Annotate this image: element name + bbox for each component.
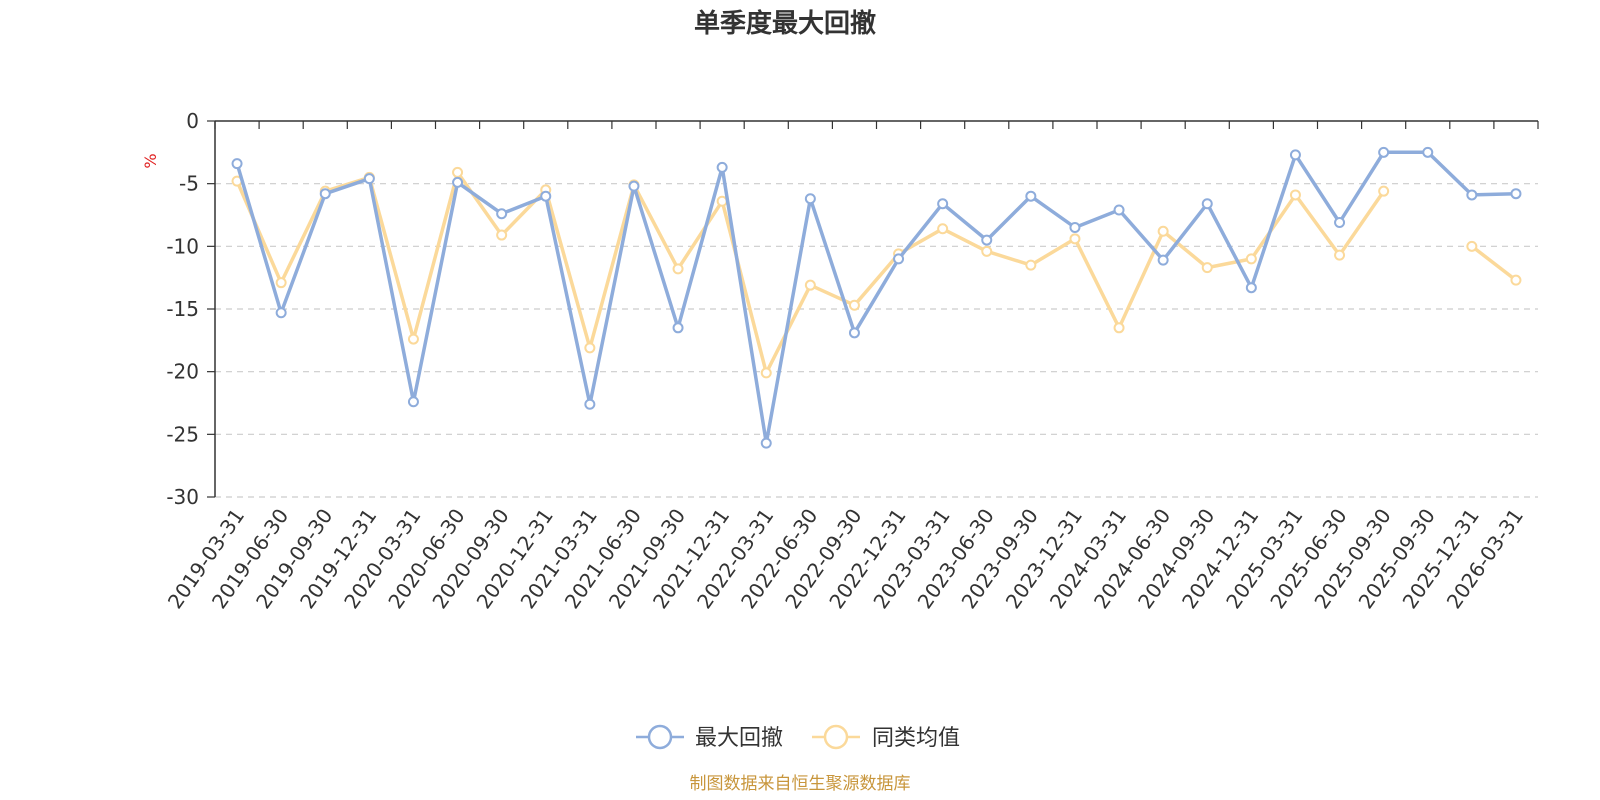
data-point [1334,249,1346,261]
data-point [452,176,464,188]
data-point [760,437,772,449]
data-point [275,307,287,319]
legend-label-peer-average: 同类均值 [872,726,960,751]
y-tick-label: -15 [166,297,199,321]
data-point [319,188,331,200]
data-point [1466,240,1478,252]
series-layer [231,146,1522,449]
data-point [937,198,949,210]
data-point [981,245,993,257]
y-tick-label: -30 [166,485,199,509]
data-point [1113,204,1125,216]
data-point [1289,149,1301,161]
data-point [1157,225,1169,237]
legend-item-peer-average[interactable]: 同类均值 [812,724,960,751]
data-point [848,299,860,311]
data-point [363,173,375,185]
data-point [937,223,949,235]
y-axis-unit: % [141,153,160,168]
data-point [893,253,905,265]
legend-marker-peer-average [823,724,849,750]
data-point [804,279,816,291]
data-point [1422,146,1434,158]
series-line [1470,244,1518,282]
data-point [848,327,860,339]
legend-item-max-drawdown[interactable]: 最大回撤 [636,724,783,751]
data-point [1201,262,1213,274]
data-point [452,166,464,178]
data-point [1510,274,1522,286]
data-source-note: 制图数据来自恒生聚源数据库 [690,774,911,794]
data-point [1245,253,1257,265]
data-point [804,193,816,205]
data-point [1334,217,1346,229]
data-point [672,263,684,275]
series-max-drawdown [231,146,1522,449]
y-tick-label: 0 [186,109,199,133]
legend[interactable]: 最大回撤 同类均值 [636,724,960,751]
series-line [235,150,1517,445]
data-point [407,396,419,408]
data-point [407,333,419,345]
data-point [628,180,640,192]
data-point [1510,188,1522,200]
data-point [584,398,596,410]
data-point [231,158,243,170]
data-point [1245,282,1257,294]
chart-title: 单季度最大回撤 [694,8,876,39]
data-point [496,208,508,220]
data-point [1025,190,1037,202]
data-point [1025,259,1037,271]
data-point [1113,322,1125,334]
legend-label-max-drawdown: 最大回撤 [695,726,783,751]
data-point [716,161,728,173]
y-tick-label: -20 [166,360,199,384]
data-point [981,234,993,246]
data-point [672,322,684,334]
y-axis-ticks: 0 -5 -10 -15 -20 -25 -30 [166,109,215,509]
data-point [540,190,552,202]
grid-lines [215,183,1538,498]
legend-marker-max-drawdown [647,724,673,750]
data-point [1466,189,1478,201]
data-point [1069,233,1081,245]
data-point [496,229,508,241]
data-point [1378,185,1390,197]
x-axis-ticks: 2019-03-312019-06-302019-09-302019-12-31… [163,121,1539,613]
y-tick-label: -10 [166,234,199,258]
data-point [1289,189,1301,201]
data-point [1069,222,1081,234]
data-point [716,195,728,207]
data-point [1157,254,1169,266]
data-point [1378,146,1390,158]
data-point [760,367,772,379]
data-point [584,342,596,354]
y-tick-label: -25 [166,422,199,446]
y-tick-label: -5 [179,172,199,196]
data-point [275,277,287,289]
data-point [1201,198,1213,210]
